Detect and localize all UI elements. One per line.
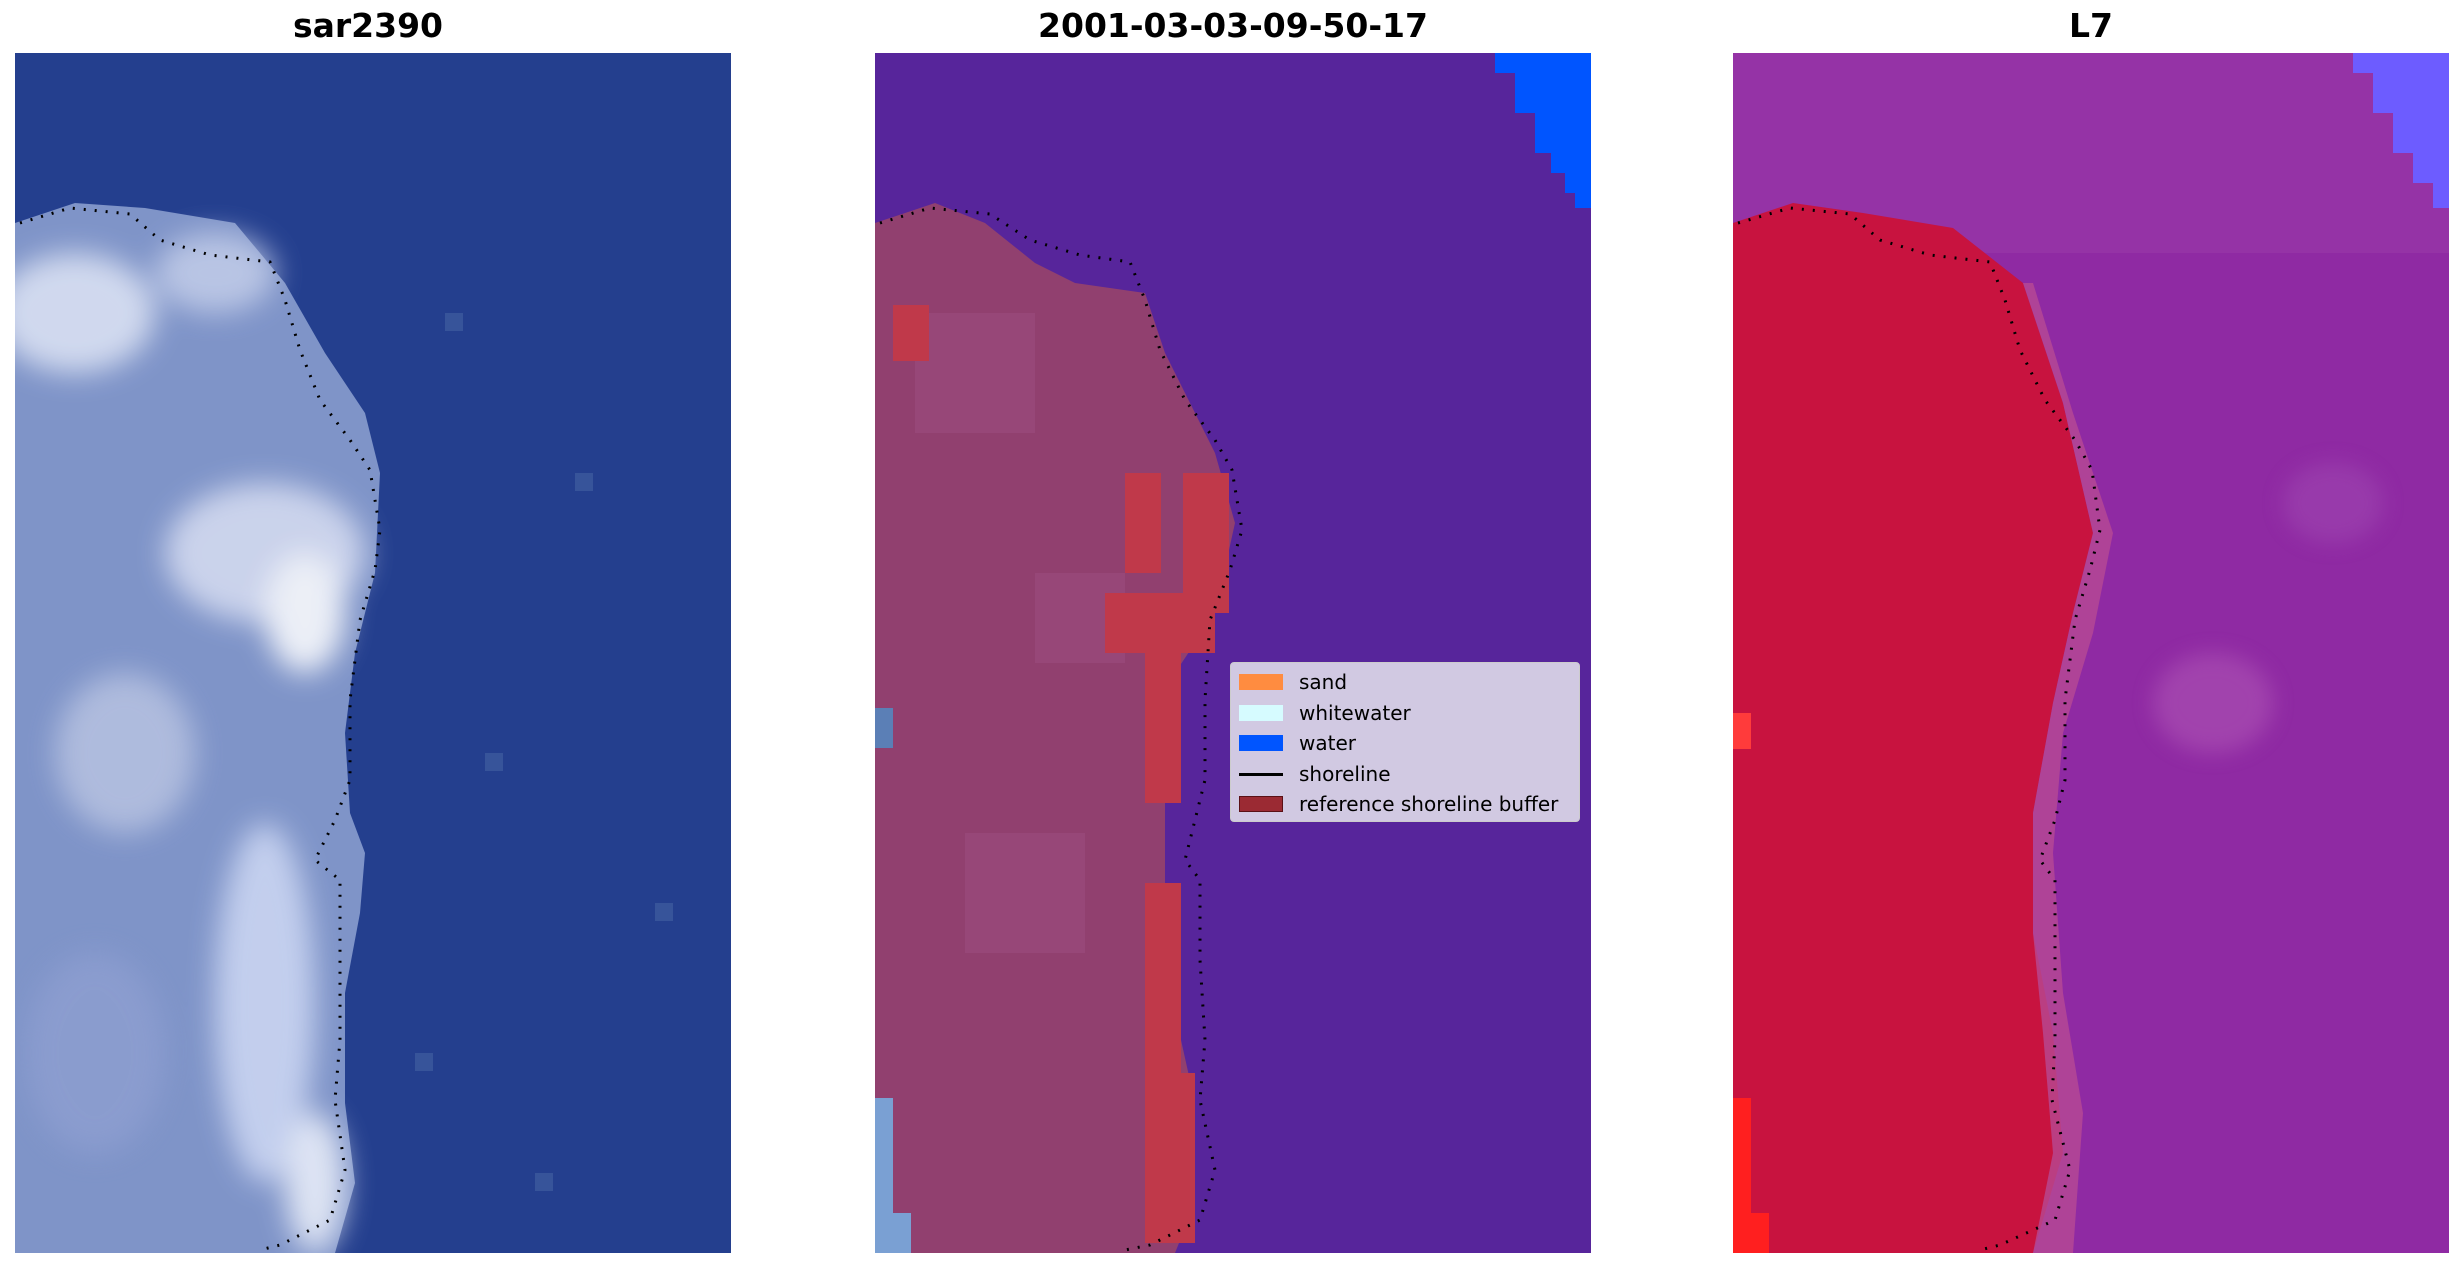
whitewater-swatch xyxy=(1239,705,1283,721)
classified-image xyxy=(875,53,1591,1253)
rgb-image xyxy=(15,53,731,1253)
panel-title-index: L7 xyxy=(2069,6,2113,45)
water-swatch xyxy=(1239,735,1283,751)
rgb-image-panel xyxy=(15,53,731,1253)
legend-item-whitewater: whitewater xyxy=(1239,700,1411,726)
shoreline-line-swatch xyxy=(1239,772,1283,776)
legend-item-sand: sand xyxy=(1239,669,1347,695)
reference-buffer-swatch xyxy=(1239,796,1283,812)
index-image-panel xyxy=(1733,53,2449,1253)
classified-image-panel xyxy=(875,53,1591,1253)
legend-label: whitewater xyxy=(1299,701,1411,725)
legend-item-shoreline: shoreline xyxy=(1239,761,1391,787)
legend-label: water xyxy=(1299,731,1356,755)
legend-label: sand xyxy=(1299,670,1348,694)
panel-title-rgb: sar2390 xyxy=(292,6,444,45)
index-image xyxy=(1733,53,2449,1253)
legend-label: reference shoreline buffer xyxy=(1299,792,1559,816)
legend: sand whitewater water shoreline referenc… xyxy=(1230,662,1580,822)
sand-swatch xyxy=(1239,674,1283,690)
panel-title-classified: 2001-03-03-09-50-17 xyxy=(1038,6,1428,45)
legend-item-reference-buffer: reference shoreline buffer xyxy=(1239,791,1558,817)
legend-item-water: water xyxy=(1239,730,1356,756)
legend-label: shoreline xyxy=(1299,762,1391,786)
